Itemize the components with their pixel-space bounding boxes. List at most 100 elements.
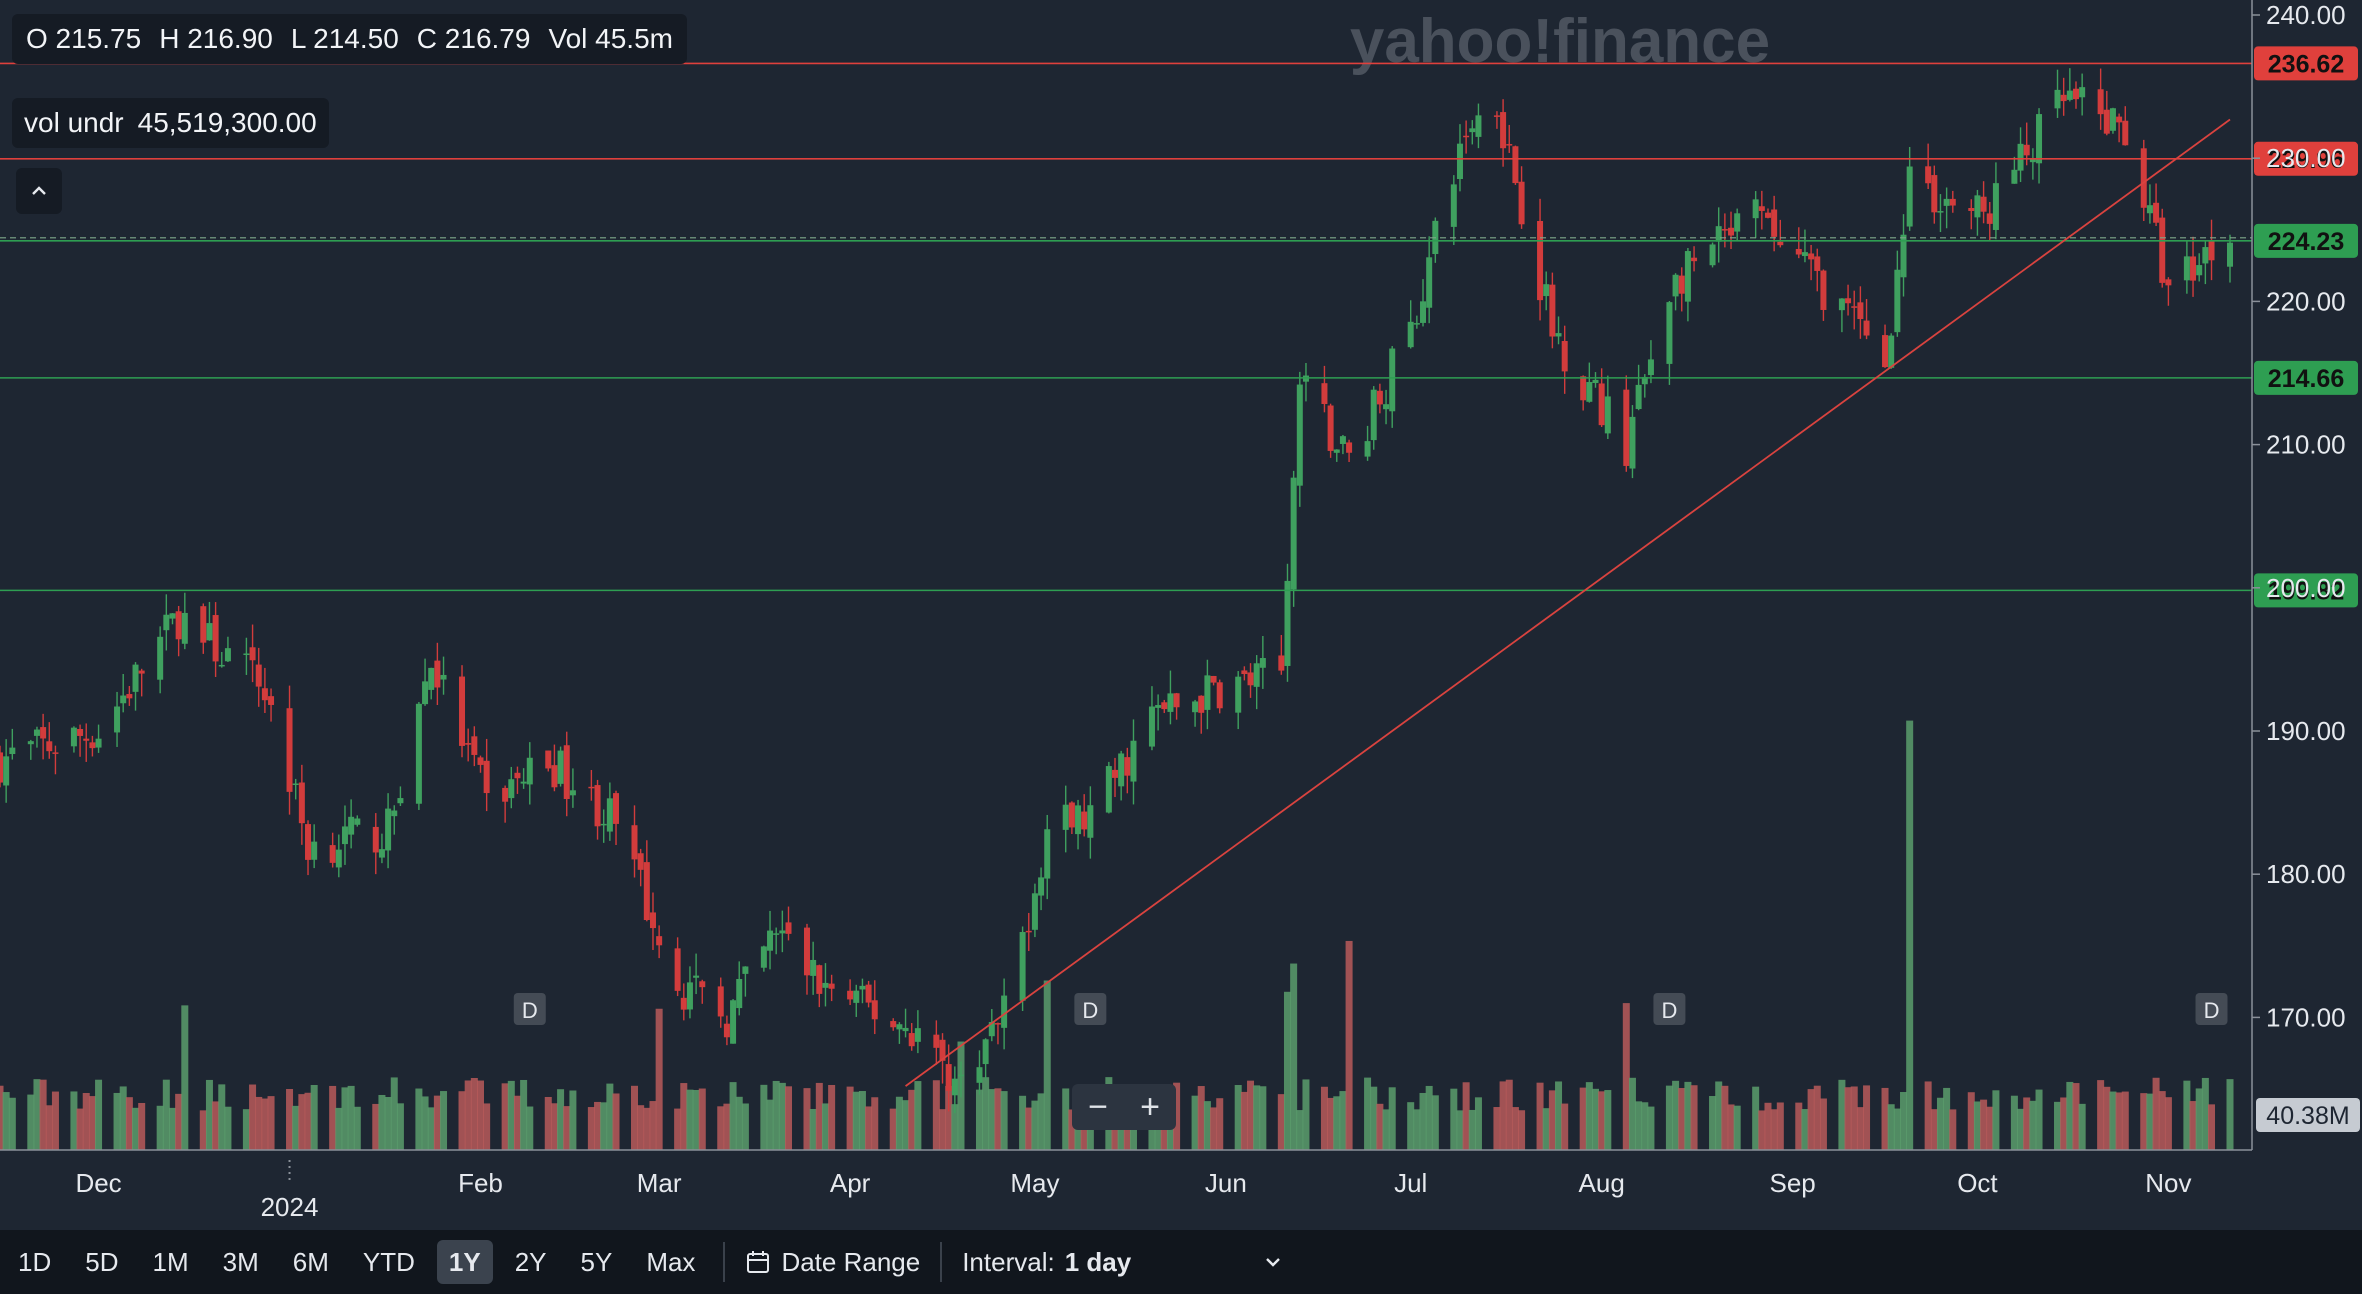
candle-body [951,1078,958,1096]
candle-body [957,1074,964,1077]
candle-body [1469,128,1476,133]
candle-body [83,738,90,741]
candle-body [1666,302,1673,364]
volume-bar [1259,1086,1267,1150]
candle-body [1068,802,1075,828]
range-button-1y[interactable]: 1Y [436,1240,493,1284]
volume-bar [1795,1102,1803,1150]
volume-bar [1234,1085,1242,1150]
range-button-2y[interactable]: 2Y [514,1246,547,1277]
volume-bar [975,1089,983,1150]
candle-body [1426,257,1433,308]
interval-select[interactable]: Interval: 1 day [954,1247,1293,1278]
volume-bar [384,1096,392,1150]
volume-bar [292,1105,300,1150]
range-button-3m[interactable]: 3M [222,1246,259,1277]
candle-body [292,783,299,785]
volume-bar [2115,1092,2123,1150]
volume-bar [1062,1088,1070,1150]
collapse-legend-button[interactable] [16,168,62,214]
price-chart[interactable]: yahoo!finance 236.62 229.96 224.23 214.66 19… [0,0,2362,1230]
candle-body [1684,251,1691,302]
range-button-1d[interactable]: 1D [18,1246,52,1277]
volume-bar [335,1107,343,1150]
candle-body [717,986,724,1017]
candle-body [933,1034,940,1048]
range-button-5d[interactable]: 5D [85,1246,119,1277]
zoom-controls: − + [1072,1084,1176,1130]
volume-bar [908,1089,916,1150]
candle-body [760,946,767,968]
y-tick-label: 190.00 [2266,716,2346,746]
range-button-1m[interactable]: 1M [152,1246,189,1277]
volume-bar [1413,1109,1421,1150]
candle-body [1456,143,1463,180]
candle-body [1820,270,1827,310]
candle-body [637,853,644,870]
dividend-marker[interactable] [513,993,546,1025]
range-button-ytd[interactable]: YTD [362,1246,415,1277]
price-level-label: 229.96 [2268,146,2344,174]
volume-axis-label: 40.38M [2266,1102,2349,1130]
candle-body [1075,805,1082,835]
candle-body [2017,143,2024,171]
candle-body [2190,256,2197,281]
candle-body [1647,359,1654,376]
candle-body [1216,682,1223,709]
candle-body [1044,829,1051,879]
price-level-tag [2254,223,2358,258]
candle-body [46,741,53,752]
candle-body [1204,675,1211,710]
volume-value: Vol 45.5m [548,23,673,54]
volume-bar [563,1106,571,1150]
candle-body [428,667,435,690]
candle-body [1333,449,1340,453]
volume-axis-tag [2256,1098,2360,1132]
volume-bar [1462,1082,1470,1150]
candle-body [1124,757,1131,776]
dividend-marker[interactable] [2195,993,2228,1025]
volume-bar [132,1107,140,1150]
candle-body [2060,94,2067,102]
candle-body [206,623,213,641]
x-tick-label: Jul [1394,1168,1427,1198]
volume-bar [286,1089,294,1150]
volume-indicator-readout: vol undr 45,519,300.00 [12,98,329,148]
volume-bar [914,1081,922,1150]
volume-bar [1493,1107,1501,1150]
candle-body [2196,265,2203,276]
volume-bar [1856,1107,1864,1150]
candle-body [551,765,558,788]
volume-bar [871,1097,879,1150]
volume-bar [1197,1086,1205,1150]
candle-body [680,997,687,1010]
volume-bar [1345,940,1353,1150]
toolbar-divider [723,1242,726,1282]
volume-bar [1930,1109,1938,1150]
candle-body [2122,120,2129,146]
range-buttons: 1D 5D 1M 3M 6M YTD 1Y 2Y 5Y Max [0,1240,711,1284]
volume-bar [2121,1091,2129,1150]
volume-bar [2010,1095,2018,1150]
dividend-marker[interactable] [1653,993,1686,1025]
range-button-6m[interactable]: 6M [292,1246,329,1277]
candle-body [773,933,780,935]
trendline-line[interactable] [905,118,2231,1087]
volume-bar [1037,1093,1045,1150]
volume-bar [1647,1106,1655,1150]
candle-body [914,1028,921,1042]
price-level-label: 224.23 [2268,228,2344,256]
volume-bar [440,1091,448,1150]
date-range-button[interactable]: Date Range [737,1247,928,1278]
volume-bar [1388,1087,1396,1150]
volume-bar [637,1105,645,1150]
range-button-5y[interactable]: 5Y [580,1246,613,1277]
candle-body [643,862,650,921]
zoom-in-button[interactable]: + [1140,1087,1160,1126]
zoom-out-button[interactable]: − [1088,1087,1108,1126]
dividend-marker[interactable] [1074,993,1107,1025]
range-button-max[interactable]: Max [646,1246,696,1277]
volume-bar [483,1103,491,1150]
volume-bar [205,1079,213,1150]
candle-body [2054,89,2061,109]
